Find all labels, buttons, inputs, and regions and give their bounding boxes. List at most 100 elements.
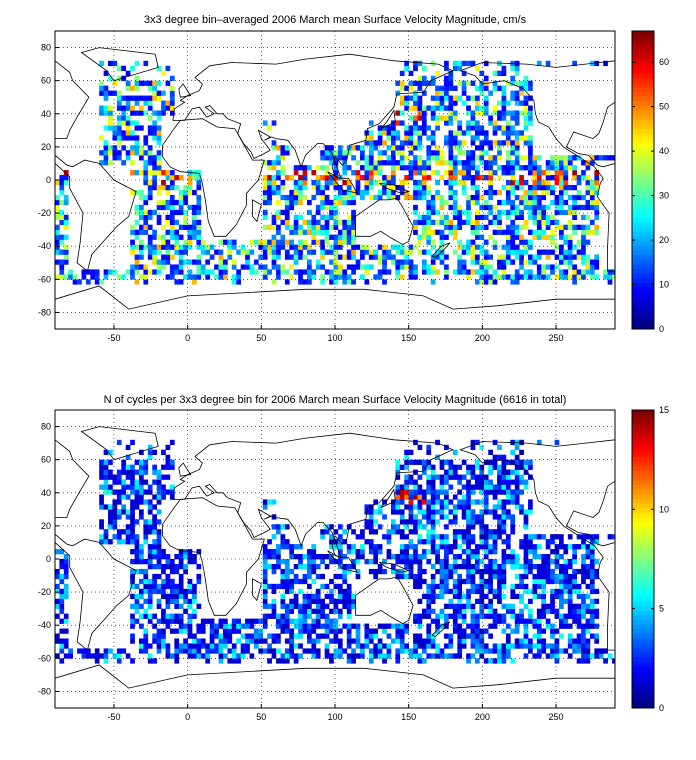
heat-cell [461, 593, 467, 600]
heat-cell [99, 150, 104, 156]
heat-cell [505, 155, 511, 161]
heat-cell [258, 633, 264, 639]
heat-cell [488, 155, 493, 161]
heat-cell [532, 170, 538, 176]
heat-cell [519, 224, 524, 230]
heat-cell [209, 638, 215, 644]
heat-cell [448, 130, 454, 136]
heat-cell [382, 279, 387, 285]
heat-cell [439, 593, 445, 600]
heat-cell [351, 598, 356, 604]
heat-cell [470, 160, 476, 166]
heat-cell [368, 165, 374, 171]
heat-cell [444, 563, 449, 570]
heat-cell [200, 264, 206, 270]
heat-cell [169, 244, 175, 250]
heat-cell [377, 125, 383, 131]
heat-cell [426, 219, 432, 225]
heat-cell [581, 643, 586, 649]
coastline [55, 285, 615, 329]
heat-cell [563, 588, 569, 595]
heat-cell [448, 189, 454, 196]
heat-cell [333, 224, 339, 230]
heat-cell [125, 494, 131, 500]
heat-cell [466, 175, 471, 181]
heat-cell [342, 155, 348, 161]
heat-cell [214, 648, 219, 654]
heat-cell [280, 180, 286, 186]
heat-cell [417, 618, 423, 624]
heat-cell [514, 120, 520, 126]
heat-cell [505, 130, 511, 136]
heat-cell [448, 499, 454, 505]
heat-cell [479, 479, 485, 485]
heat-cell [236, 623, 241, 629]
heat-cell [284, 588, 290, 595]
heat-cell [355, 180, 361, 186]
heat-cell [585, 204, 591, 211]
heat-cell [532, 563, 538, 570]
heat-cell [581, 608, 586, 614]
heat-cell [130, 439, 135, 446]
heat-cell [461, 165, 467, 171]
heat-cell [426, 583, 432, 590]
heat-cell [483, 524, 489, 530]
heat-cell [589, 544, 595, 550]
heat-cell [594, 229, 600, 235]
heat-cell [452, 110, 458, 116]
heat-cell [510, 234, 516, 240]
heat-cell [320, 244, 325, 250]
heat-cell [554, 439, 560, 446]
heat-cell [413, 80, 418, 86]
heat-cell [559, 259, 564, 265]
heat-cell [315, 653, 321, 659]
heat-cell [550, 264, 555, 270]
heat-cell [408, 474, 414, 480]
heat-cell [408, 648, 414, 654]
heat-cell [99, 279, 104, 285]
heat-cell [435, 643, 440, 649]
heat-cell [143, 628, 149, 634]
heat-cell [492, 539, 498, 545]
heat-cell [404, 643, 409, 649]
heat-cell [276, 145, 281, 151]
heat-cell [108, 484, 113, 490]
heat-cell [121, 504, 127, 510]
heat-cell [417, 95, 423, 101]
heat-cell [519, 583, 524, 590]
heat-cell [152, 464, 157, 470]
heat-cell [457, 239, 463, 245]
heat-cell [320, 194, 325, 201]
heat-cell [470, 150, 476, 156]
heat-cell [581, 239, 586, 245]
heat-cell [452, 514, 458, 520]
heat-cell [545, 623, 551, 629]
heat-cell [563, 239, 569, 245]
heat-cell [333, 239, 339, 245]
heat-cell [147, 189, 153, 196]
heat-cell [435, 653, 440, 659]
heat-cell [364, 539, 370, 545]
heat-cell [192, 175, 197, 181]
heat-cell [448, 105, 454, 111]
heat-cell [337, 199, 343, 206]
heat-cell [550, 549, 555, 555]
heat-cell [532, 588, 538, 595]
heat-cell [156, 80, 162, 86]
heat-cell [289, 633, 295, 639]
heat-cell [271, 554, 277, 560]
heat-cell [351, 264, 356, 270]
heat-cell [554, 199, 560, 206]
heat-cell [576, 613, 582, 619]
heat-cell [576, 175, 582, 181]
heat-cell [302, 254, 308, 260]
heat-cell [523, 588, 529, 595]
heat-cell [448, 568, 454, 575]
heat-cell [139, 559, 144, 565]
heat-cell [435, 544, 440, 550]
heat-cell [139, 544, 144, 550]
heat-cell [183, 554, 188, 560]
heat-cell [289, 653, 295, 659]
heat-cell [174, 244, 180, 250]
heat-cell [563, 613, 569, 619]
